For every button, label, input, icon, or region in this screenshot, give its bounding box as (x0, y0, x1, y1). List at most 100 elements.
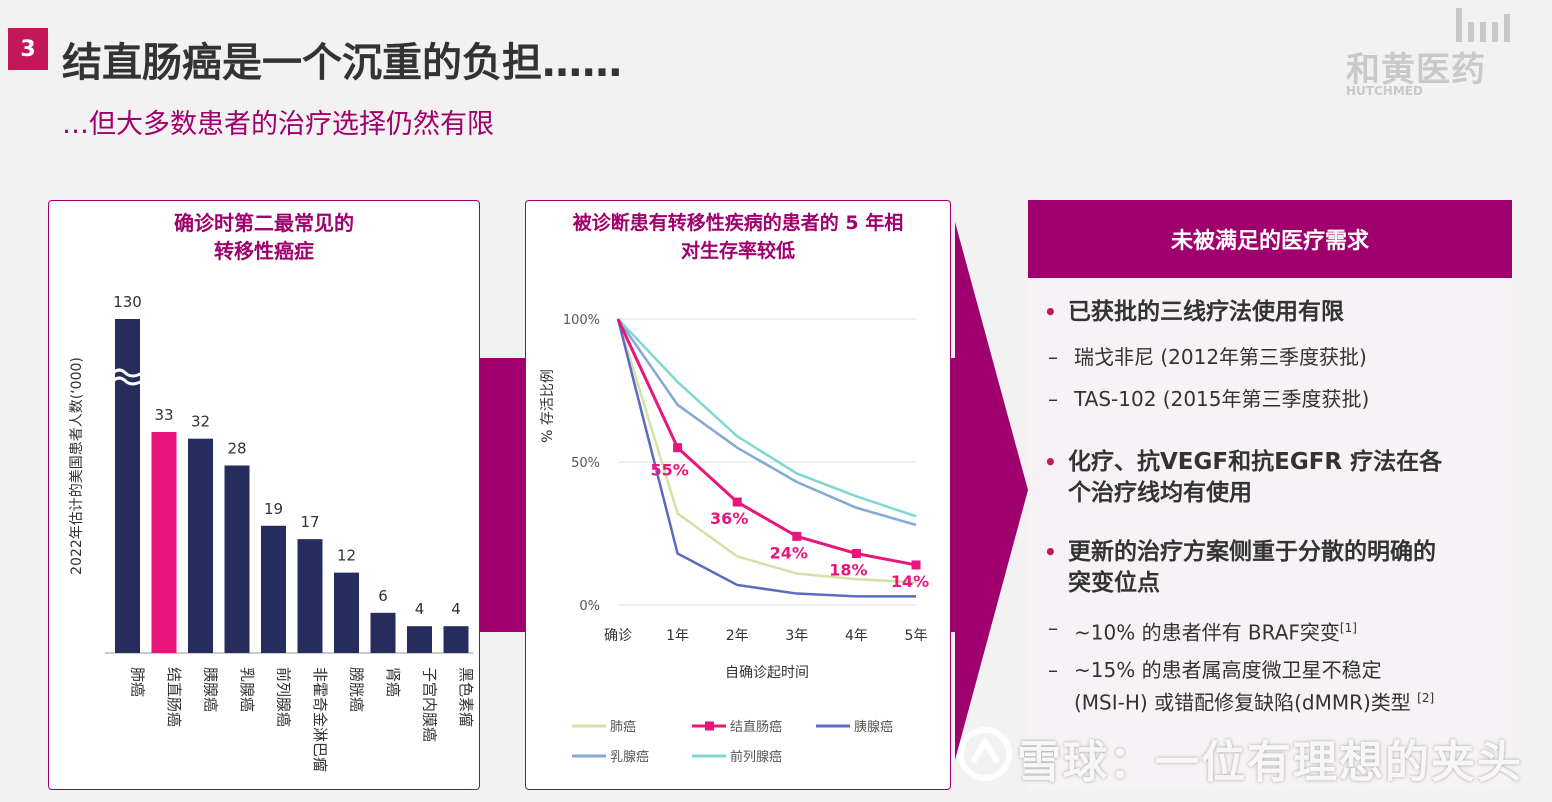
watermark-text: 雪球：一位有理想的夹头 (1017, 737, 1523, 788)
hutchmed-logo: 和黄医药 HUTCHMED (1340, 6, 1510, 100)
logo-text-cn: 和黄医药 (1346, 50, 1486, 90)
series-marker (911, 560, 921, 570)
bar-category-label: 乳腺癌 (238, 667, 256, 712)
data-label: 18% (829, 561, 867, 580)
bullet-icon: • (1044, 300, 1057, 324)
bar-chart-title-line2: 转移性癌症 (214, 239, 314, 263)
bar-category-label: 胰腺癌 (202, 667, 220, 712)
series-marker (792, 531, 802, 541)
line-chart-x-axis-label: 自确诊起时间 (725, 665, 809, 681)
bar-category-label: 前列腺癌 (275, 667, 293, 727)
legend-label: 胰腺癌 (854, 719, 893, 735)
bullet-chemo-line2: 个治疗线均有使用 (1068, 480, 1252, 506)
sub-tas102: TAS-102 (2015年第三季度获批) (1074, 387, 1370, 411)
bar-1 (151, 432, 177, 653)
bar-chart: 130 肺癌 33 结直肠癌 32 胰腺癌 28 乳腺癌 19 前列腺癌 17 非霍奇金淋巴瘤 12 膀胱… (69, 293, 475, 772)
axis-break-mark (111, 376, 143, 386)
sub-msi-line2-text: (MSI-H) 或错配修复缺陷(dMMR)类型 (1074, 690, 1411, 715)
legend-label: 肺癌 (610, 719, 636, 735)
line-chart-panel: 被诊断患有转移性疾病的患者的 5 年相 对生存率较低 0% 50% 100% 确诊 1年… (525, 200, 951, 790)
bar-value-label: 130 (113, 293, 142, 311)
bar-8 (407, 626, 432, 653)
sub-msi-line2: (MSI-H) 或错配修复缺陷(dMMR)类型 [2] (1074, 684, 1434, 717)
bar-value-label: 19 (264, 500, 283, 518)
bar-6 (334, 572, 359, 653)
data-label: 36% (710, 509, 748, 528)
x-tick-label: 1年 (666, 628, 689, 644)
bar-7 (370, 612, 396, 653)
series-line-0 (616, 318, 917, 584)
sub-regorafenib: 瑞戈非尼 (2012年第三季度获批) (1074, 345, 1367, 369)
x-tick-label: 4年 (845, 628, 868, 644)
bullet-icon: • (1044, 450, 1057, 474)
bar-3 (224, 465, 250, 653)
snowball-logo-icon (958, 727, 1012, 781)
bar-value-label: 4 (451, 600, 461, 618)
bar-value-label: 28 (227, 439, 246, 457)
y-tick-label: 0% (579, 599, 600, 614)
bar-value-label: 32 (191, 413, 210, 431)
bar-2 (188, 438, 213, 653)
bullet-approved-therapies: 已获批的三线疗法使用有限 (1068, 299, 1344, 325)
bar-category-label: 肾癌 (384, 667, 402, 697)
series-line-4 (617, 318, 917, 518)
ref-2: [2] (1417, 691, 1435, 705)
dash-icon: – (1048, 345, 1058, 369)
dash-icon: – (1048, 616, 1058, 640)
bar-category-label: 肺癌 (129, 667, 147, 697)
axis-break-mark (111, 368, 143, 378)
unmet-needs-header: 未被满足的医疗需求 (1028, 200, 1512, 278)
series-line-1 (616, 318, 917, 567)
legend-label: 乳腺癌 (610, 749, 649, 765)
bar-category-label: 黑色素瘤 (457, 667, 475, 727)
watermark: 雪球：一位有理想的夹头 (955, 720, 1521, 790)
bar-category-label: 子宫内膜癌 (421, 667, 439, 742)
bar-category-label: 膀胱癌 (348, 667, 366, 712)
legend-marker (705, 721, 714, 731)
data-label: 14% (891, 572, 929, 591)
bullet-new-therapies-line2: 突变位点 (1068, 570, 1160, 596)
logo-text-en: HUTCHMED (1346, 84, 1423, 98)
data-label: 24% (770, 543, 808, 562)
bar-4 (261, 525, 286, 653)
bar-5 (297, 539, 323, 653)
sub-braf-text: ~10% 的患者伴有 BRAF突变 (1074, 620, 1340, 645)
dash-icon: – (1048, 658, 1058, 682)
x-tick-label: 3年 (785, 628, 808, 644)
dash-icon: – (1048, 387, 1058, 411)
y-tick-label: 100% (563, 313, 600, 328)
series-line-2 (616, 318, 916, 598)
x-tick-label: 5年 (905, 628, 928, 644)
x-tick-label: 确诊 (604, 628, 632, 644)
bar-chart-title-line1: 确诊时第二最常见的 (174, 211, 354, 235)
line-chart-y-axis-label: % 存活比例 (540, 369, 556, 443)
ref-1: [1] (1339, 621, 1357, 635)
sub-msi-line1: ~15% 的患者属高度微卫星不稳定 (1074, 658, 1382, 682)
unmet-needs-panel: 未被满足的医疗需求 • 已获批的三线疗法使用有限 – 瑞戈非尼 (2012年第三… (1028, 200, 1512, 790)
bullet-icon: • (1044, 540, 1057, 564)
series-marker (851, 549, 861, 559)
series-line-3 (616, 318, 917, 527)
bar-value-label: 33 (154, 406, 173, 424)
bar-value-label: 6 (378, 587, 388, 605)
logo-mark-icon (1456, 8, 1510, 42)
page-subtitle: …但大多数患者的治疗选择仍然有限 (62, 109, 494, 140)
y-tick-label: 50% (571, 456, 600, 471)
series-marker (732, 497, 742, 507)
bar-value-label: 12 (337, 547, 356, 565)
bar-category-label: 非霍奇金淋巴瘤 (311, 667, 329, 772)
series-marker (673, 443, 683, 453)
bar-value-label: 4 (415, 600, 425, 618)
bar-value-label: 17 (300, 513, 319, 531)
bar-category-label: 结直肠癌 (165, 667, 183, 727)
bar-chart-y-axis-label: 2022年估计的美国患者人数(‘000) (69, 357, 85, 575)
line-chart-title-line1: 被诊断患有转移性疾病的患者的 5 年相 (572, 212, 904, 234)
data-label: 55% (650, 461, 688, 480)
legend-label: 前列腺癌 (730, 749, 782, 765)
line-chart-title-line2: 对生存率较低 (680, 240, 795, 262)
x-tick-label: 2年 (726, 628, 749, 644)
bar-9 (443, 626, 469, 653)
slide-number: 3 (8, 28, 48, 70)
page-title: 结直肠癌是一个沉重的负担…… (62, 40, 622, 86)
